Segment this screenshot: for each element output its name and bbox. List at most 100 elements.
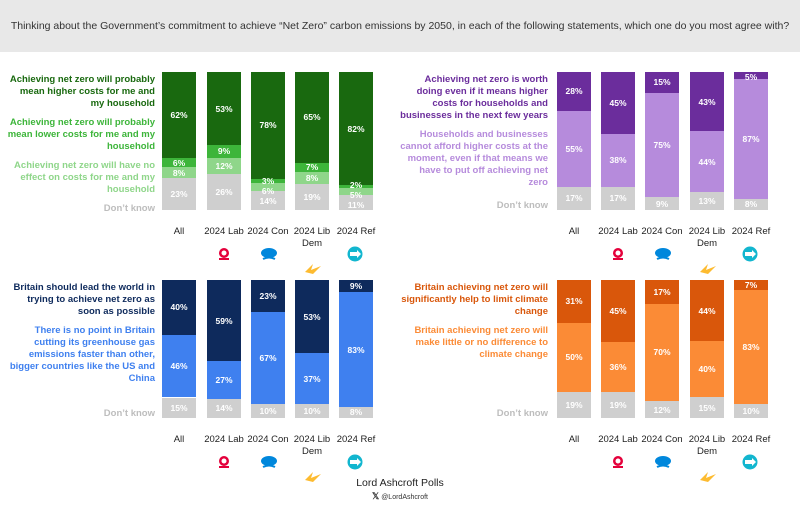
bar-segment <box>295 72 329 163</box>
question-header: Thinking about the Government’s commitme… <box>0 0 800 52</box>
conservative-tree-icon <box>653 246 673 267</box>
legend: Britain should lead the world in trying … <box>5 282 155 420</box>
legend-item: Achieving net zero will probably mean hi… <box>9 74 155 109</box>
data-label: 17% <box>565 193 583 204</box>
bar-segment <box>601 134 635 187</box>
data-label: 31% <box>565 296 583 307</box>
bar-segment <box>601 342 635 392</box>
stacked-bar: 5% 87% 8% <box>734 72 768 210</box>
bar-segment <box>645 303 679 402</box>
data-label: 13% <box>698 196 716 207</box>
bar-segment <box>295 404 329 418</box>
labour-rose-icon <box>609 454 627 475</box>
data-label: 5% <box>349 190 363 200</box>
labour-rose-icon <box>215 454 233 475</box>
bar-segment <box>734 198 768 210</box>
question-text: Thinking about the Government’s commitme… <box>10 20 790 32</box>
bar-segment <box>645 197 679 210</box>
legend-item: Britain achieving net zero will signific… <box>401 282 548 317</box>
legend-dont-know: Don’t know <box>496 200 548 211</box>
data-label: 70% <box>653 347 671 358</box>
category-label: 2024 Lab <box>204 226 244 237</box>
bar-segment <box>295 280 329 354</box>
legend-dont-know: Don’t know <box>496 408 548 419</box>
bar-segment <box>557 110 591 187</box>
stacked-bar: 40% 46% 15% <box>162 280 196 418</box>
data-label: 55% <box>565 143 583 154</box>
bar-segment <box>690 397 724 418</box>
bar-segment <box>645 280 679 304</box>
data-label: 8% <box>305 172 319 183</box>
data-label: 11% <box>347 200 365 210</box>
bar-segment <box>162 334 196 398</box>
data-label: 44% <box>698 305 716 316</box>
data-label: 14% <box>215 403 233 414</box>
stacked-bar: 45% 36% 19% <box>601 280 635 418</box>
legend: Britain achieving net zero will signific… <box>398 282 548 420</box>
bar-segment <box>690 280 724 342</box>
category-label: 2024 Lib Dem <box>688 434 726 457</box>
data-label: 87% <box>742 133 760 144</box>
data-label: 14% <box>259 195 277 206</box>
data-label: 59% <box>215 315 233 326</box>
legend-item: Achieving net zero is worth doing even i… <box>400 74 548 121</box>
data-label: 27% <box>215 375 233 386</box>
bar-segment <box>734 78 768 199</box>
bar-segment <box>162 166 196 178</box>
bar-segment <box>251 72 285 179</box>
data-label: 17% <box>609 193 627 204</box>
data-label: 38% <box>609 155 627 166</box>
bar-segment <box>207 398 241 418</box>
data-label: 53% <box>215 103 233 114</box>
data-label: 15% <box>653 77 671 88</box>
category-label: 2024 Con <box>641 226 683 237</box>
data-label: 8% <box>172 167 186 178</box>
labour-rose-icon <box>215 246 233 267</box>
category-label: 2024 Ref <box>336 434 376 445</box>
bar-segment <box>690 131 724 193</box>
data-label: 40% <box>698 364 716 375</box>
stacked-bar: 7% 83% 10% <box>734 280 768 418</box>
stacked-bar: 78% 3% 6% 14% <box>251 72 285 210</box>
data-label: 7% <box>305 162 319 173</box>
libdem-bird-icon <box>303 262 323 281</box>
data-label: 3% <box>261 175 275 186</box>
bar-segment <box>601 391 635 418</box>
data-label: 6% <box>261 185 275 196</box>
stacked-bar: 45% 38% 17% <box>601 72 635 210</box>
data-label: 67% <box>259 352 277 363</box>
category-label: 2024 Ref <box>731 226 771 237</box>
legend-item: There is no point in Britain cutting its… <box>9 325 155 384</box>
bar-segment <box>339 406 373 418</box>
bar-segment <box>162 280 196 335</box>
bar-segment <box>295 353 329 405</box>
stacked-bar: 15% 75% 9% <box>645 72 679 210</box>
x-logo-icon: 𝕏 <box>371 491 380 501</box>
bar-segment <box>734 280 768 290</box>
conservative-tree-icon <box>653 454 673 475</box>
data-label: 12% <box>653 404 671 415</box>
bar-segment <box>207 174 241 210</box>
legend: Achieving net zero is worth doing even i… <box>400 74 548 212</box>
data-label: 15% <box>698 402 716 413</box>
bar-segment <box>251 178 285 183</box>
legend-item: Britain should lead the world in trying … <box>13 282 155 317</box>
bar-segment <box>339 187 373 195</box>
bar-segment <box>251 182 285 191</box>
bar-segment <box>339 194 373 210</box>
data-label: 45% <box>609 98 627 109</box>
stacked-bar: 9% 83% 8% <box>339 280 373 418</box>
libdem-bird-icon <box>698 470 718 489</box>
stacked-bar: 62% 6% 8% 23% <box>162 72 196 210</box>
bar-segment <box>601 72 635 135</box>
category-label: 2024 Con <box>247 226 289 237</box>
data-label: 8% <box>744 199 758 210</box>
data-label: 82% <box>347 123 365 134</box>
bar-segment <box>557 391 591 418</box>
data-label: 7% <box>744 280 758 290</box>
category-label: 2024 Ref <box>336 226 376 237</box>
bar-segment <box>207 157 241 175</box>
data-label: 5% <box>744 72 758 82</box>
data-label: 9% <box>349 281 363 292</box>
twitter-handle: @LordAshcroft <box>381 494 428 501</box>
